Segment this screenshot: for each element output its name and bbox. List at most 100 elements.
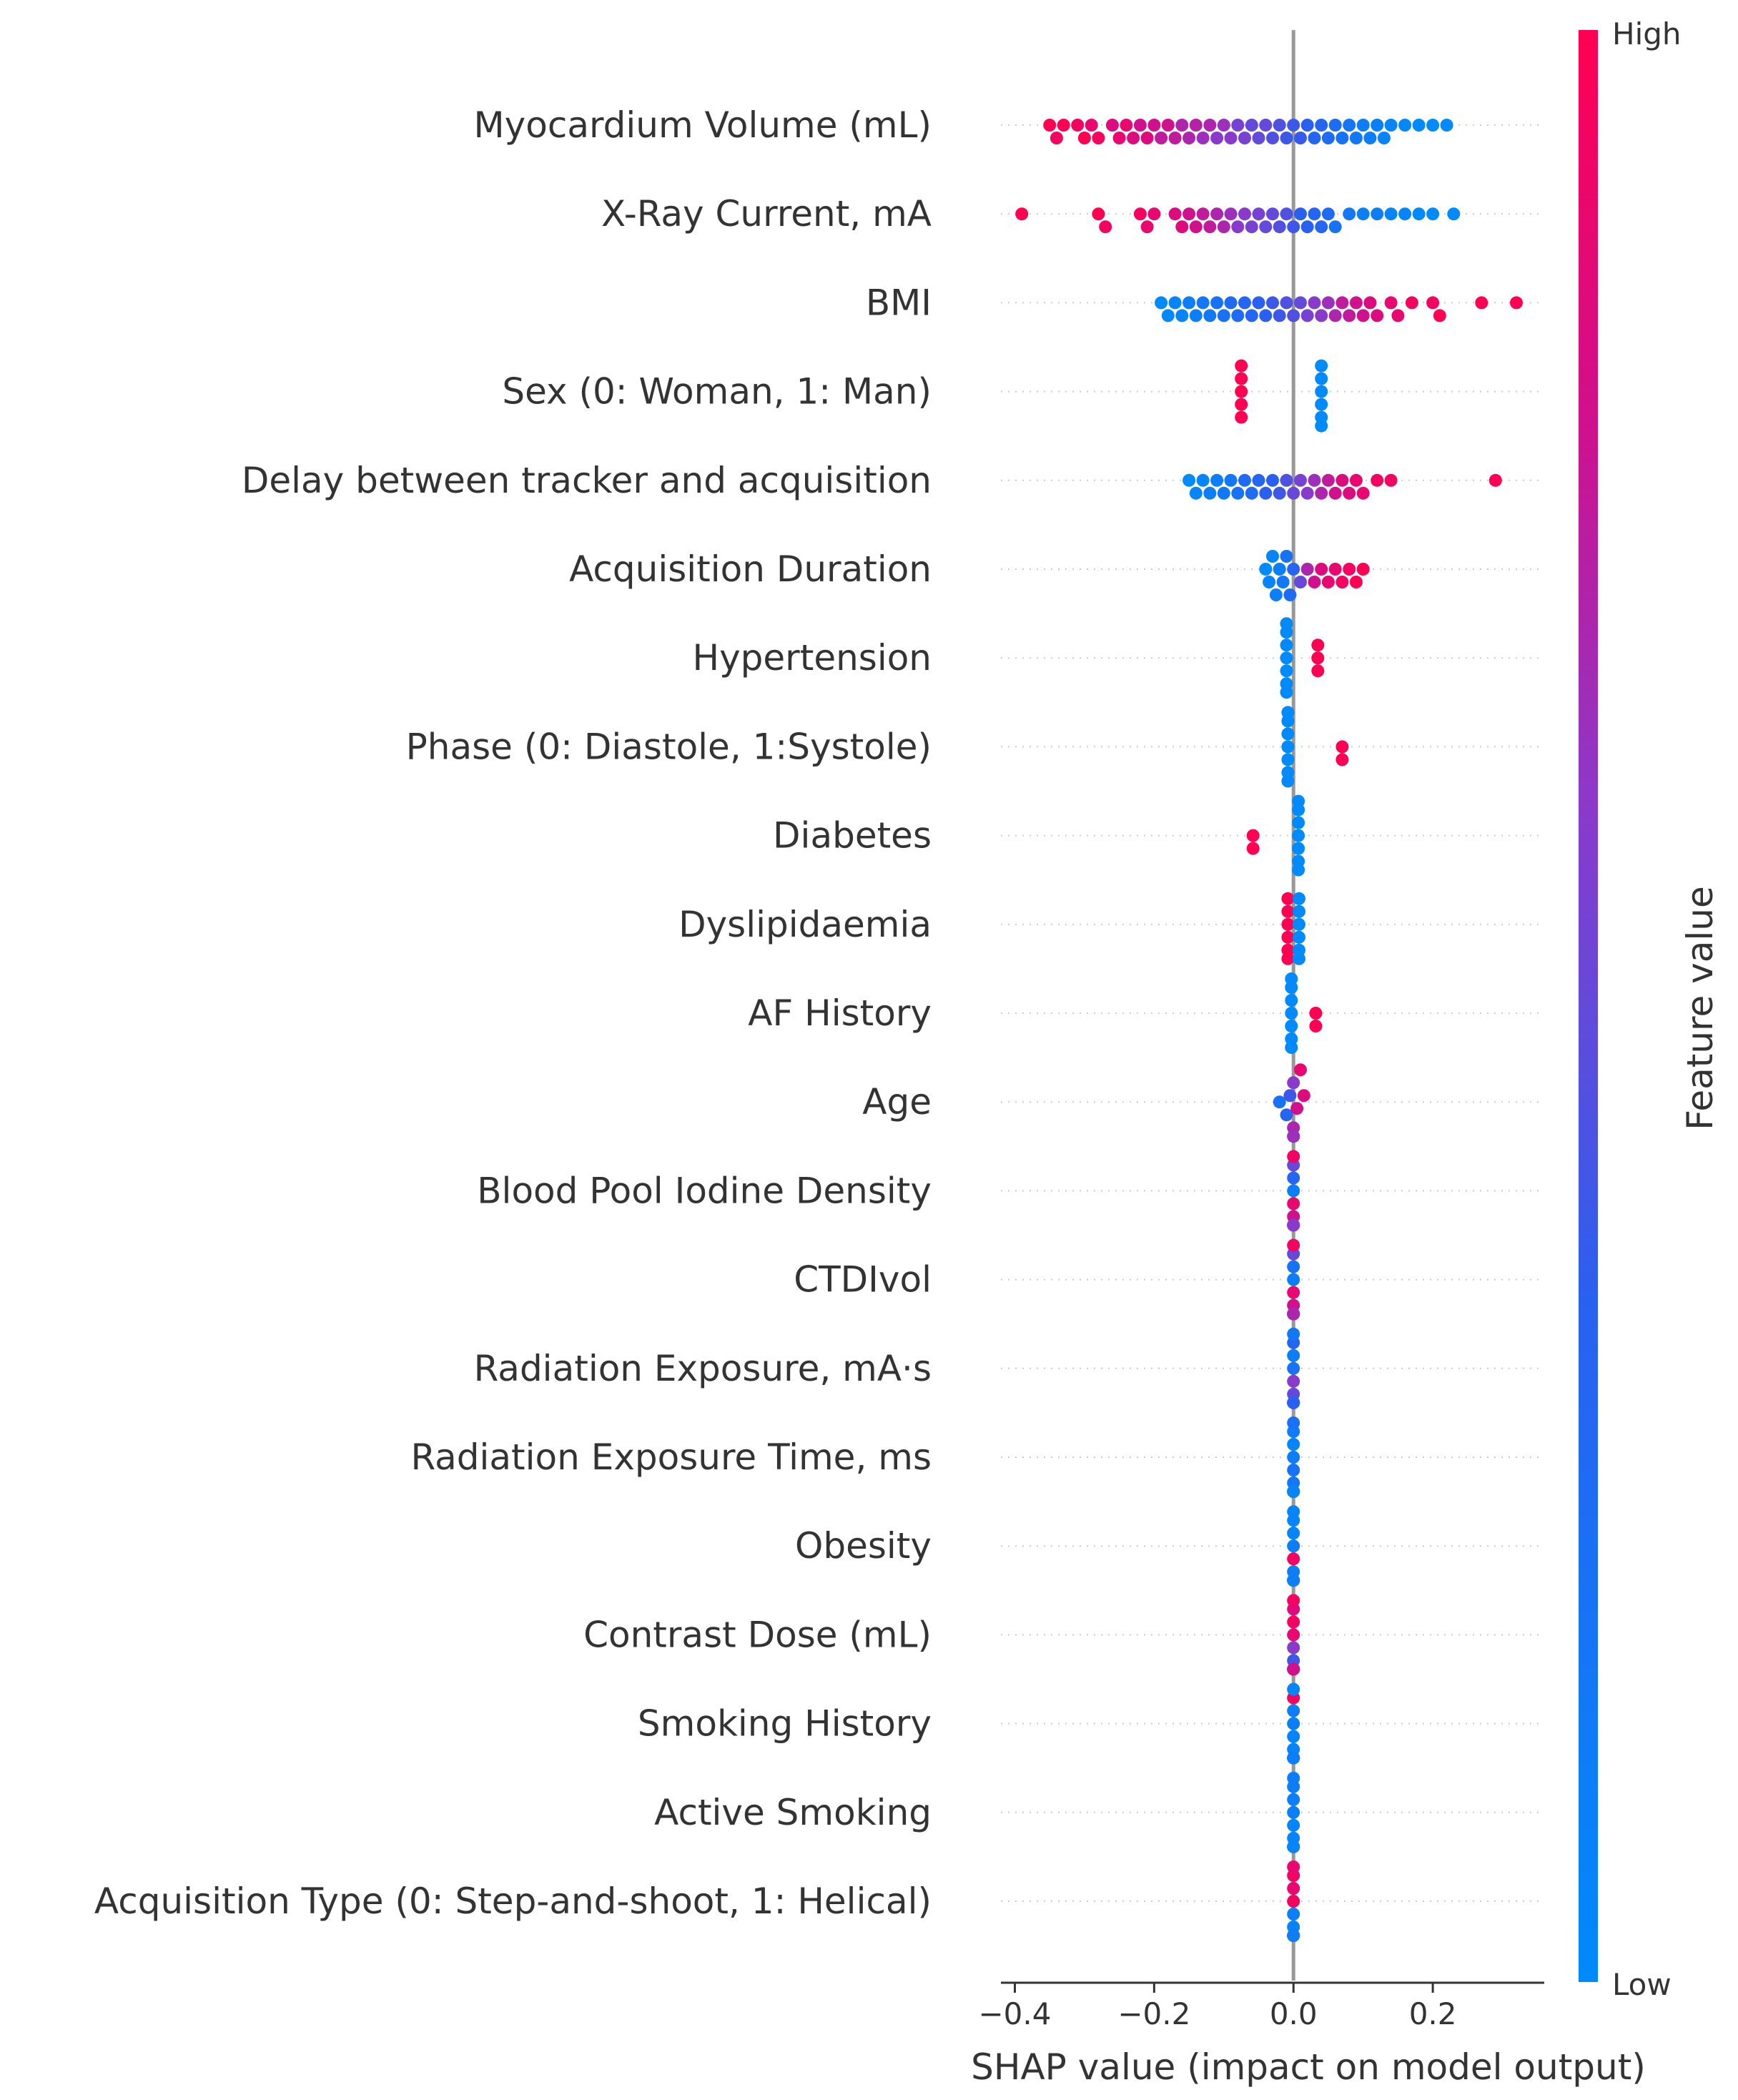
shap-point (1287, 1349, 1300, 1362)
shap-point (1315, 563, 1328, 576)
shap-point (1203, 486, 1217, 500)
shap-point (1287, 1793, 1300, 1806)
shap-point (1287, 1908, 1300, 1921)
feature-label: Radiation Exposure, mA·s (474, 1348, 932, 1389)
shap-point (1293, 917, 1305, 931)
shap-point (1363, 132, 1377, 144)
shap-point (1335, 296, 1349, 310)
shap-point (1235, 359, 1248, 373)
shap-point (1343, 563, 1356, 576)
shap-point (1133, 119, 1147, 132)
shap-point (1266, 207, 1279, 221)
shap-point (1287, 1840, 1300, 1853)
shap-point (1287, 1286, 1300, 1299)
shap-point (1335, 132, 1349, 144)
shap-point (1349, 473, 1363, 487)
feature-label: Active Smoking (654, 1792, 932, 1833)
shap-point (1294, 296, 1307, 310)
shap-point (1287, 1552, 1300, 1566)
shap-point (1384, 473, 1398, 487)
feature-label: Age (862, 1081, 932, 1123)
colorbar-high-label: High (1612, 16, 1682, 51)
shap-point (1280, 664, 1293, 678)
shap-point (1203, 119, 1217, 132)
shap-point (1287, 1485, 1300, 1498)
shap-point (1099, 220, 1112, 234)
shap-point (1105, 119, 1119, 132)
shap-point (1287, 1730, 1300, 1743)
shap-point (1335, 473, 1349, 487)
colorbar-title: Feature value (1679, 886, 1721, 1130)
shap-point (1315, 385, 1328, 398)
shap-point (1321, 132, 1335, 144)
shap-point (1285, 994, 1298, 1007)
shap-point (1280, 550, 1293, 563)
feature-label: Delay between tracker and acquisition (242, 460, 932, 501)
shap-point (1335, 753, 1349, 766)
x-axis: −0.4 −0.2 0.0 0.2 (978, 1981, 1544, 2031)
shap-point (1343, 309, 1356, 322)
shap-point (1356, 119, 1370, 132)
shap-point (1300, 119, 1314, 132)
shap-point (1050, 132, 1063, 144)
shap-point (1412, 119, 1426, 132)
shap-point (1384, 207, 1398, 221)
shap-point (1311, 651, 1325, 665)
shap-point (1155, 132, 1168, 144)
shap-point (1182, 132, 1196, 144)
feature-label: Hypertension (692, 637, 932, 679)
shap-point (1280, 639, 1293, 652)
shap-point (1377, 132, 1391, 144)
shap-point (1281, 740, 1295, 754)
colorbar-low-label: Low (1612, 1967, 1672, 2002)
shap-point (1189, 309, 1203, 322)
shap-point (1235, 372, 1248, 385)
shap-point (1281, 952, 1295, 965)
shap-point (1235, 410, 1248, 424)
shap-point (1287, 1184, 1300, 1198)
shap-point (1238, 207, 1251, 221)
shap-point (1276, 576, 1290, 588)
shap-point (1315, 398, 1328, 411)
shap-point (1356, 207, 1370, 221)
shap-point (1252, 207, 1265, 221)
shap-point (1371, 473, 1384, 487)
shap-point (1287, 119, 1300, 132)
shap-point (1266, 550, 1279, 563)
shap-point (1287, 486, 1300, 500)
shap-point (1287, 1860, 1300, 1873)
shap-point (1426, 207, 1440, 221)
shap-point (1273, 563, 1286, 576)
shap-point (1266, 473, 1279, 487)
shap-point (1189, 119, 1203, 132)
shap-point (1210, 132, 1224, 144)
shap-point (1235, 385, 1248, 398)
shap-point (1328, 220, 1342, 234)
shap-point (1371, 119, 1384, 132)
shap-point (1155, 296, 1168, 310)
shap-point (1287, 1361, 1300, 1375)
shap-point (1280, 296, 1293, 310)
shap-point (1283, 1089, 1297, 1103)
shap-point (1287, 1238, 1300, 1252)
shap-point (1287, 1327, 1300, 1341)
shap-point (1280, 207, 1293, 221)
shap-point (1293, 892, 1305, 905)
shap-point (1231, 486, 1245, 500)
shap-point (1281, 930, 1295, 944)
shap-point (1315, 359, 1328, 373)
shap-point (1328, 119, 1342, 132)
shap-point (1315, 486, 1328, 500)
shap-point (1349, 576, 1363, 588)
shap-point (1287, 1396, 1300, 1409)
shap-point (1077, 132, 1091, 144)
shap-point (1259, 563, 1273, 576)
shap-point (1292, 794, 1305, 808)
shap-point (1293, 904, 1305, 918)
points-layer (1015, 119, 1523, 1942)
shap-point (1287, 1662, 1300, 1676)
feature-label: Acquisition Type (0: Step-and-shoot, 1: … (94, 1880, 932, 1922)
shap-point (1281, 892, 1295, 905)
shap-point (1287, 1416, 1300, 1429)
